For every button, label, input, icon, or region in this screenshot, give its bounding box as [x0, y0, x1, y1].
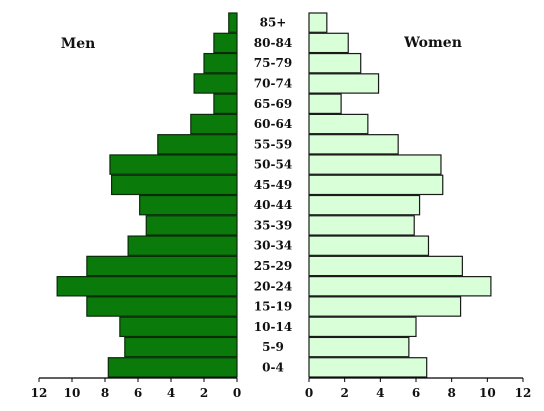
- bar-women-30-34: [308, 235, 430, 256]
- left-axis-tick-label: 4: [167, 386, 175, 400]
- men-bars: [56, 12, 238, 378]
- bar-men-60-64: [190, 113, 238, 135]
- age-label-65-69: 65-69: [254, 97, 292, 111]
- bar-men-20-24: [56, 276, 238, 297]
- bar-men-45-49: [110, 174, 238, 196]
- left-axis-tick-label: 0: [233, 386, 241, 400]
- bar-men-55-59: [157, 134, 238, 155]
- right-axis-tick-label: 12: [515, 386, 532, 400]
- bar-men-15-19: [86, 296, 238, 317]
- left-axis-tick-label: 10: [64, 386, 81, 400]
- right-axis-tick-label: 10: [479, 386, 496, 400]
- bar-women-80-84: [308, 32, 349, 54]
- bar-women-55-59: [308, 134, 399, 155]
- bar-men-80-84: [213, 32, 238, 54]
- age-label-35-39: 35-39: [254, 218, 292, 232]
- bar-women-35-39: [308, 215, 415, 236]
- bar-women-70-74: [308, 73, 380, 94]
- bar-men-50-54: [109, 154, 238, 175]
- age-labels: 0-4 5-9 10-14 15-19 20-24 25-29 30-34 35-39 40-4…: [254, 16, 292, 375]
- bar-women-40-44: [308, 194, 421, 216]
- bar-women-25-29: [308, 255, 463, 277]
- bar-women-45-49: [308, 174, 444, 196]
- age-label-15-19: 15-19: [254, 300, 292, 314]
- age-label-30-34: 30-34: [254, 239, 292, 253]
- age-label-40-44: 40-44: [254, 198, 292, 212]
- bar-men-30-34: [127, 235, 238, 256]
- age-label-0-4: 0-4: [262, 360, 284, 374]
- bar-women-65-69: [308, 93, 342, 114]
- bar-men-35-39: [145, 215, 238, 236]
- bar-men-85+: [228, 12, 238, 33]
- age-label-75-79: 75-79: [254, 56, 292, 70]
- right-axis-tick-label: 2: [340, 386, 348, 400]
- left-axis-tick-label: 12: [31, 386, 48, 400]
- age-label-50-54: 50-54: [254, 158, 292, 172]
- age-label-25-29: 25-29: [254, 259, 292, 273]
- bar-women-5-9: [308, 336, 410, 358]
- bar-women-10-14: [308, 316, 417, 338]
- bar-women-75-79: [308, 52, 362, 74]
- bar-men-0-4: [107, 357, 238, 378]
- bar-men-65-69: [213, 93, 238, 114]
- left-axis-tick-label: 8: [101, 386, 109, 400]
- left-x-axis: 12 10 8 6 4 2 0: [31, 377, 241, 400]
- right-axis-tick-label: 0: [305, 386, 313, 400]
- bar-men-40-44: [139, 194, 238, 216]
- bar-men-70-74: [193, 73, 238, 94]
- bar-men-75-79: [203, 52, 238, 74]
- age-label-70-74: 70-74: [254, 76, 292, 90]
- age-label-85+: 85+: [260, 16, 287, 30]
- bar-men-5-9: [124, 336, 238, 358]
- age-label-60-64: 60-64: [254, 117, 292, 131]
- women-bars: [308, 12, 492, 378]
- men-label: Men: [61, 36, 96, 52]
- age-label-5-9: 5-9: [262, 340, 284, 354]
- bar-women-0-4: [308, 357, 428, 378]
- bar-men-10-14: [119, 316, 238, 338]
- age-label-20-24: 20-24: [254, 279, 292, 293]
- age-label-10-14: 10-14: [254, 320, 292, 334]
- left-axis-tick-label: 2: [200, 386, 208, 400]
- left-axis-tick-label: 6: [134, 386, 142, 400]
- right-axis-tick-label: 4: [376, 386, 384, 400]
- bar-women-50-54: [308, 154, 442, 175]
- bar-women-85+: [308, 12, 328, 33]
- age-label-55-59: 55-59: [254, 137, 292, 151]
- age-label-45-49: 45-49: [254, 178, 292, 192]
- right-axis-tick-label: 8: [447, 386, 455, 400]
- bar-women-15-19: [308, 296, 462, 317]
- right-x-axis: 0 2 4 6 8 10 12: [305, 377, 532, 400]
- bar-women-60-64: [308, 113, 369, 135]
- age-label-80-84: 80-84: [254, 36, 292, 50]
- bar-women-20-24: [308, 276, 492, 297]
- women-label: Women: [403, 35, 462, 51]
- right-axis-tick-label: 6: [412, 386, 420, 400]
- bar-men-25-29: [86, 255, 238, 277]
